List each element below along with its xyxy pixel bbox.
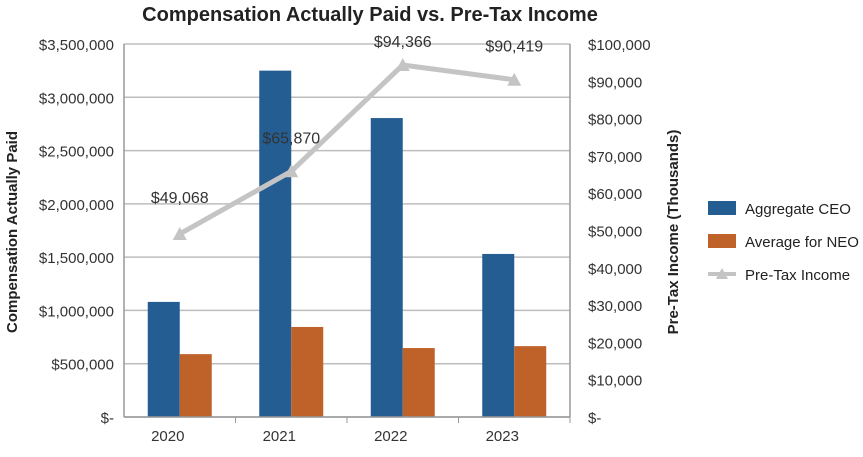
ceo-bar bbox=[147, 301, 180, 417]
y2-tick-label: $100,000 bbox=[588, 37, 651, 54]
income-data-label: $49,068 bbox=[151, 190, 209, 207]
y2-tick-label: $10,000 bbox=[588, 373, 642, 390]
legend-label: Average for NEO bbox=[745, 234, 859, 251]
income-marker bbox=[507, 72, 522, 86]
chart-title: Compensation Actually Paid vs. Pre-Tax I… bbox=[142, 4, 598, 26]
neo-bar bbox=[402, 348, 435, 417]
income-line bbox=[178, 62, 515, 237]
x-tick-label: 2021 bbox=[263, 428, 296, 445]
y-tick-label: $3,000,000 bbox=[39, 90, 114, 107]
pre-tax-income-line: $49,068 $65,870 $94,366 $90,419 bbox=[151, 34, 543, 240]
income-marker bbox=[395, 58, 410, 72]
neo-bar bbox=[291, 326, 324, 417]
ceo-bar bbox=[482, 253, 515, 417]
ceo-bar bbox=[259, 70, 292, 418]
y-tick-label: $2,500,000 bbox=[39, 144, 114, 161]
y2-tick-label: $50,000 bbox=[588, 224, 642, 241]
legend-swatch bbox=[708, 234, 736, 248]
y2-tick-label: $30,000 bbox=[588, 298, 642, 315]
legend-marker bbox=[716, 268, 728, 279]
bars bbox=[147, 70, 547, 418]
y-tick-label: $1,500,000 bbox=[39, 250, 114, 267]
y2-tick-label: $90,000 bbox=[588, 74, 642, 91]
income-data-label: $94,366 bbox=[374, 34, 432, 51]
y2-tick-label: $- bbox=[588, 410, 601, 427]
income-data-label: $90,419 bbox=[485, 39, 543, 56]
legend: Aggregate CEO Average for NEO Pre-Tax Inco… bbox=[708, 201, 859, 284]
y2-tick-label: $70,000 bbox=[588, 149, 642, 166]
y-tick-label: $500,000 bbox=[51, 357, 114, 374]
y2-tick-label: $80,000 bbox=[588, 112, 642, 129]
y2-tick-label: $40,000 bbox=[588, 261, 642, 278]
income-marker bbox=[172, 226, 187, 240]
y2-tick-label: $20,000 bbox=[588, 335, 642, 352]
y2-tick-label: $60,000 bbox=[588, 186, 642, 203]
ceo-bar bbox=[370, 118, 403, 418]
x-tick-label: 2020 bbox=[151, 428, 184, 445]
y-tick-label: $- bbox=[101, 410, 114, 427]
y-tick-label: $1,000,000 bbox=[39, 303, 114, 320]
neo-bar bbox=[179, 354, 212, 417]
legend-label: Pre-Tax Income bbox=[745, 267, 850, 284]
y-tick-label: $3,500,000 bbox=[39, 37, 114, 54]
y-tick-label: $2,000,000 bbox=[39, 197, 114, 214]
neo-bar bbox=[514, 346, 547, 417]
income-marker bbox=[284, 164, 299, 178]
axes: $- $500,000 $1,000,000 $1,500,000 $2,000,000… bbox=[39, 37, 651, 445]
y-axis-label: Compensation Actually Paid bbox=[4, 131, 21, 333]
x-tick-label: 2023 bbox=[486, 428, 519, 445]
legend-swatch bbox=[708, 201, 736, 215]
legend-label: Aggregate CEO bbox=[745, 201, 851, 218]
y2-axis-label: Pre-Tax Income (Thousands) bbox=[665, 130, 682, 335]
income-data-label: $65,870 bbox=[262, 130, 320, 147]
x-tick-label: 2022 bbox=[374, 428, 407, 445]
